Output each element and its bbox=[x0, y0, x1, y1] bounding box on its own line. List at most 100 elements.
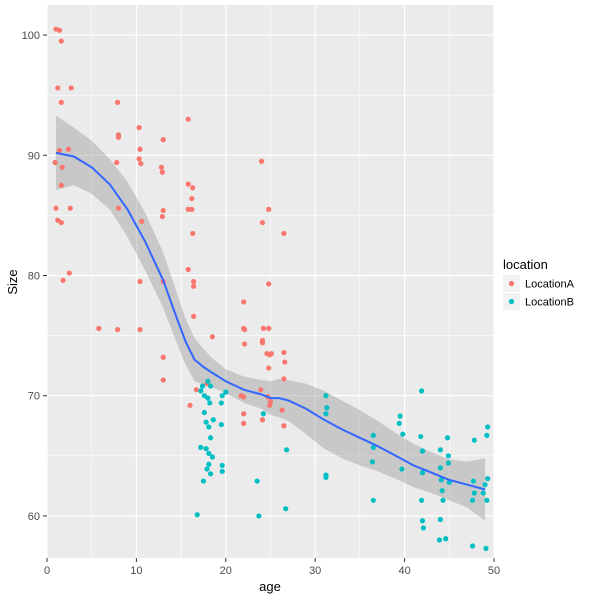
point-locationb bbox=[370, 497, 376, 503]
y-tick-label: 70 bbox=[28, 391, 40, 403]
point-locationa bbox=[259, 219, 266, 226]
point-locationb bbox=[399, 466, 405, 472]
point-locationa bbox=[160, 207, 166, 214]
point-locationa bbox=[193, 387, 199, 393]
point-locationa bbox=[136, 125, 142, 131]
point-locationa bbox=[185, 266, 191, 273]
point-locationb bbox=[485, 424, 491, 430]
y-tick-label: 80 bbox=[28, 270, 40, 282]
x-tick-label: 10 bbox=[130, 565, 142, 577]
point-locationa bbox=[279, 407, 285, 413]
y-tick-label: 100 bbox=[22, 30, 40, 42]
point-locationa bbox=[56, 147, 63, 154]
point-locationa bbox=[96, 325, 102, 331]
point-locationb bbox=[418, 497, 425, 503]
point-locationb bbox=[469, 543, 476, 549]
point-locationa bbox=[191, 278, 197, 285]
point-locationa bbox=[58, 219, 64, 226]
point-locationb bbox=[223, 389, 229, 395]
point-locationa bbox=[115, 99, 121, 105]
point-locationb bbox=[484, 432, 490, 438]
point-locationb bbox=[218, 400, 224, 406]
point-locationa bbox=[258, 158, 265, 164]
point-locationb bbox=[445, 460, 452, 466]
point-locationb bbox=[206, 450, 212, 457]
point-locationa bbox=[137, 326, 143, 333]
point-locationb bbox=[369, 459, 376, 465]
x-tick-label: 0 bbox=[44, 565, 50, 577]
point-locationb bbox=[283, 506, 289, 512]
point-locationb bbox=[420, 525, 426, 531]
point-locationb bbox=[204, 466, 210, 472]
point-locationb bbox=[219, 462, 225, 469]
point-locationb bbox=[444, 435, 451, 441]
point-locationb bbox=[469, 497, 476, 503]
point-locationa bbox=[160, 137, 166, 143]
point-locationb bbox=[209, 454, 215, 460]
point-locationa bbox=[241, 341, 248, 347]
point-locationa bbox=[65, 146, 72, 152]
point-locationb bbox=[283, 447, 290, 453]
point-locationa bbox=[139, 218, 145, 224]
point-locationa bbox=[115, 134, 122, 140]
point-locationa bbox=[268, 351, 274, 357]
point-locationb bbox=[370, 432, 376, 438]
point-locationb bbox=[396, 420, 402, 426]
point-locationb bbox=[437, 447, 443, 453]
point-locationa bbox=[185, 116, 191, 122]
point-locationb bbox=[210, 417, 216, 423]
point-locationa bbox=[241, 299, 247, 305]
legend-key-locationa bbox=[508, 280, 515, 287]
point-locationb bbox=[419, 518, 426, 524]
point-locationb bbox=[207, 400, 213, 406]
legend: location LocationA LocationB bbox=[503, 257, 575, 310]
point-locationb bbox=[370, 444, 376, 450]
point-locationb bbox=[445, 453, 452, 459]
point-locationb bbox=[205, 395, 211, 401]
point-locationb bbox=[208, 383, 214, 389]
point-locationb bbox=[201, 409, 207, 416]
point-locationb bbox=[194, 512, 200, 518]
point-locationb bbox=[443, 536, 449, 542]
point-locationa bbox=[281, 376, 287, 382]
grid-minor bbox=[47, 5, 494, 558]
point-locationb bbox=[260, 411, 266, 417]
point-locationa bbox=[137, 146, 143, 152]
point-locationb bbox=[471, 437, 477, 443]
point-locationa bbox=[259, 417, 266, 423]
point-locationb bbox=[470, 478, 477, 484]
point-locationa bbox=[160, 377, 166, 383]
point-locationb bbox=[323, 411, 329, 417]
point-locationa bbox=[136, 156, 142, 162]
point-locationa bbox=[52, 159, 58, 166]
x-axis: 0 10 20 30 40 50 bbox=[44, 558, 500, 577]
point-locationb bbox=[439, 488, 445, 494]
point-locationa bbox=[282, 359, 288, 365]
point-locationb bbox=[324, 405, 330, 411]
point-locationa bbox=[191, 283, 197, 289]
point-locationb bbox=[485, 476, 491, 482]
point-locationb bbox=[205, 378, 211, 384]
point-locationa bbox=[115, 205, 122, 211]
point-locationb bbox=[254, 478, 260, 484]
point-locationb bbox=[323, 474, 329, 481]
point-locationb bbox=[419, 448, 426, 454]
point-locationa bbox=[267, 402, 273, 408]
legend-label-locationa: LocationA bbox=[525, 279, 575, 291]
point-locationb bbox=[483, 545, 489, 551]
point-locationb bbox=[471, 490, 477, 496]
x-tick-label: 20 bbox=[220, 565, 232, 577]
point-locationb bbox=[218, 421, 224, 428]
point-locationa bbox=[189, 195, 195, 202]
point-locationb bbox=[200, 478, 207, 484]
point-locationa bbox=[58, 38, 64, 44]
point-locationa bbox=[258, 387, 264, 393]
point-locationa bbox=[158, 164, 165, 170]
point-locationa bbox=[241, 420, 247, 426]
point-locationa bbox=[266, 206, 272, 212]
point-locationa bbox=[190, 230, 196, 237]
point-locationb bbox=[198, 444, 204, 450]
point-locationa bbox=[68, 85, 74, 91]
point-locationb bbox=[219, 468, 225, 475]
point-locationb bbox=[438, 477, 444, 483]
